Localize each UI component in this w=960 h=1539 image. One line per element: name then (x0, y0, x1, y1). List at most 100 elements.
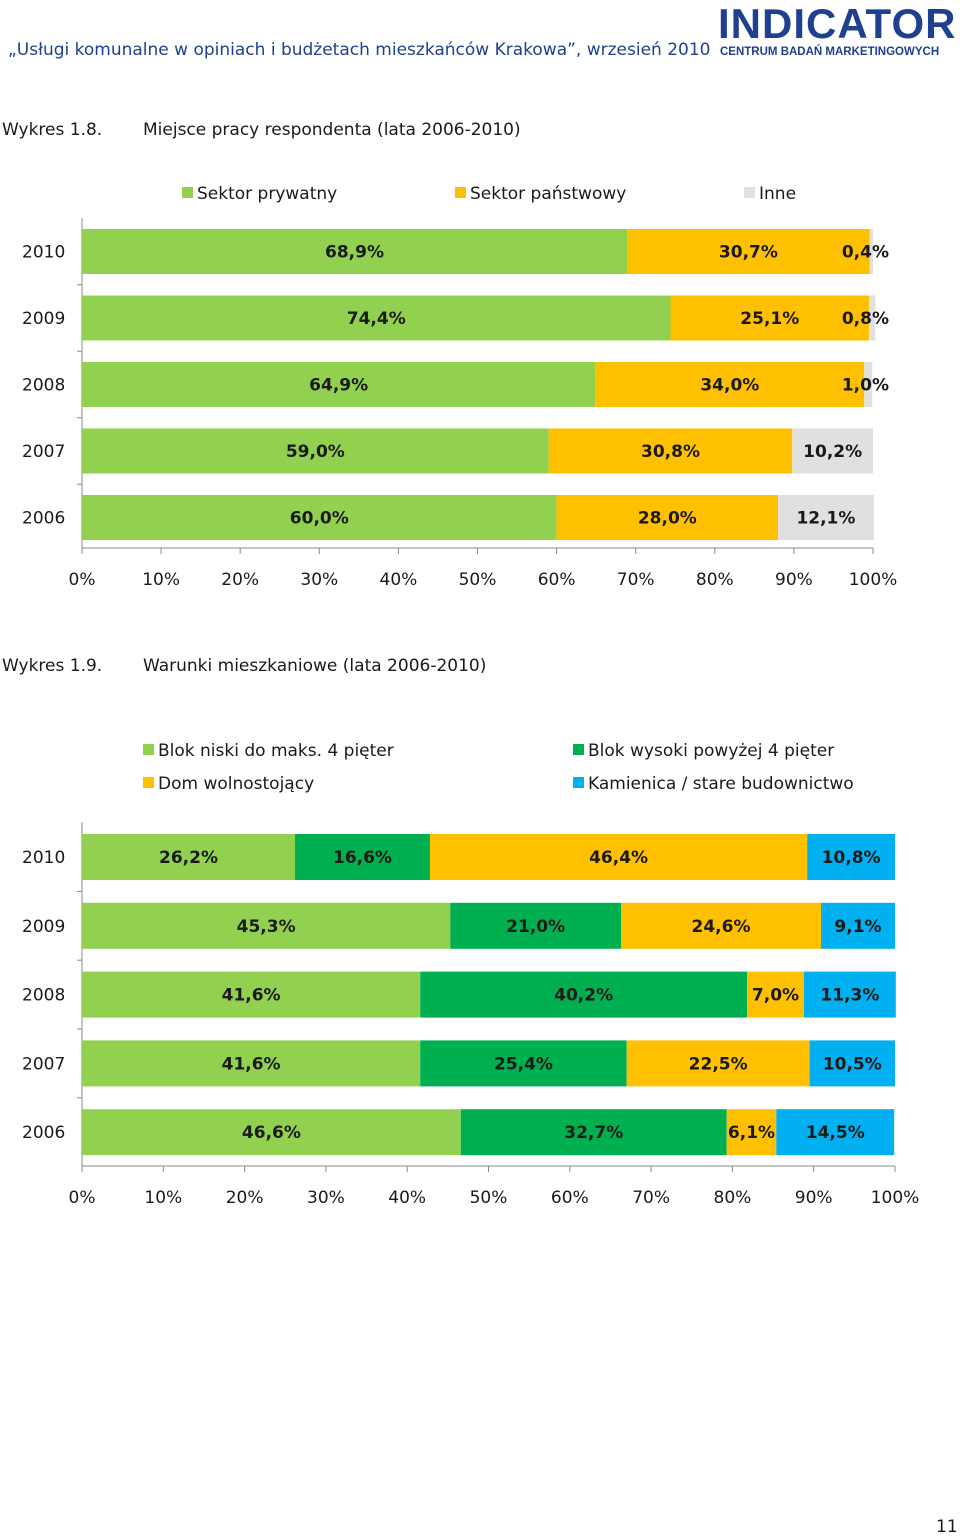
data-label: 41,6% (222, 986, 281, 1006)
bar-segment (82, 295, 671, 341)
data-label: 25,1% (740, 309, 799, 329)
bar-segment (295, 834, 430, 880)
figure-2-title: Warunki mieszkaniowe (lata 2006-2010) (143, 656, 487, 676)
x-tick-label: 100% (849, 570, 898, 590)
bar-segment (869, 295, 876, 341)
x-tick-label: 20% (226, 1188, 264, 1208)
indicator-logo: INDICATOR CENTRUM BADAŃ MARKETINGOWYCH (718, 2, 958, 64)
data-label: 0,4% (842, 243, 889, 263)
legend-label: Blok niski do maks. 4 pięter (158, 741, 394, 761)
page-number: 11 (936, 1517, 958, 1537)
x-tick-label: 20% (221, 570, 259, 590)
x-tick-label: 40% (388, 1188, 426, 1208)
bar-segment (420, 1040, 627, 1087)
bar-segment (82, 229, 627, 274)
data-label: 59,0% (286, 442, 345, 462)
bar-segment (626, 229, 870, 274)
bar-segment (595, 362, 865, 407)
data-label: 10,5% (823, 1054, 882, 1074)
bar-segment (82, 1109, 461, 1156)
x-tick-label: 60% (538, 570, 576, 590)
bar-segment (869, 229, 873, 274)
bar-segment (450, 902, 622, 949)
bar-segment (82, 362, 596, 407)
data-label: 32,7% (564, 1123, 623, 1143)
bar-segment (792, 428, 873, 474)
category-label: 2008 (22, 376, 65, 396)
x-tick-label: 50% (459, 570, 497, 590)
data-label: 21,0% (506, 917, 565, 937)
legend-swatch (455, 187, 466, 198)
data-label: 26,2% (159, 848, 218, 868)
legend-label: Inne (759, 184, 796, 204)
data-label: 0,8% (842, 309, 889, 329)
legend-label: Kamienica / stare budownictwo (588, 774, 854, 794)
data-label: 1,0% (842, 376, 889, 396)
bar-segment (420, 971, 748, 1018)
legend-swatch (143, 744, 154, 755)
legend-swatch (182, 187, 193, 198)
bar-segment (82, 834, 296, 880)
x-tick-label: 30% (307, 1188, 345, 1208)
bar-segment (82, 971, 421, 1018)
header-title: „Usługi komunalne w opiniach i budżetach… (8, 40, 711, 60)
x-tick-label: 40% (380, 570, 418, 590)
bar-segment (747, 971, 804, 1018)
figure-2-number: Wykres 1.9. (2, 656, 103, 676)
category-label: 2006 (22, 509, 65, 529)
bar-segment (82, 428, 549, 474)
data-label: 41,6% (222, 1054, 281, 1074)
x-tick-label: 70% (632, 1188, 670, 1208)
logo-name: INDICATOR (718, 0, 957, 47)
bar-segment (726, 1109, 777, 1156)
category-label: 2008 (22, 986, 65, 1006)
data-label: 10,2% (803, 442, 862, 462)
legend-label: Blok wysoki powyżej 4 pięter (588, 741, 834, 761)
data-label: 9,1% (834, 917, 881, 937)
data-label: 10,8% (822, 848, 881, 868)
data-label: 45,3% (237, 917, 296, 937)
chart-housing: Blok niski do maks. 4 pięter Blok wysoki … (22, 741, 920, 1208)
bar-segment (670, 295, 870, 341)
bar-segment (429, 834, 808, 880)
bar-segment (807, 834, 895, 880)
data-label: 6,1% (728, 1123, 775, 1143)
category-label: 2010 (22, 848, 65, 868)
data-label: 74,4% (347, 309, 406, 329)
bar-segment (82, 902, 451, 949)
bar-segment (621, 902, 822, 949)
x-tick-label: 100% (871, 1188, 920, 1208)
x-tick-label: 80% (696, 570, 734, 590)
category-label: 2007 (22, 442, 65, 462)
category-label: 2009 (22, 309, 65, 329)
legend-label: Sektor państwowy (470, 184, 626, 204)
bar-segment (82, 1040, 421, 1087)
data-label: 64,9% (309, 376, 368, 396)
data-label: 40,2% (554, 986, 613, 1006)
chart-workplace: Sektor prywatny Sektor państwowy Inne 2010 6… (22, 184, 898, 590)
legend-swatch (744, 187, 755, 198)
data-label: 16,6% (333, 848, 392, 868)
bar-segment (82, 495, 557, 540)
legend-swatch (573, 744, 584, 755)
x-tick-label: 90% (795, 1188, 833, 1208)
bar-segment (809, 1040, 895, 1087)
bar-segment (776, 1109, 895, 1156)
figure-1-title: Miejsce pracy respondenta (lata 2006-201… (143, 120, 521, 140)
legend-label: Sektor prywatny (197, 184, 337, 204)
data-label: 46,4% (589, 848, 648, 868)
x-tick-label: 0% (69, 570, 96, 590)
data-label: 11,3% (820, 986, 879, 1006)
data-label: 12,1% (796, 509, 855, 529)
x-tick-label: 10% (144, 1188, 182, 1208)
bar-segment (803, 971, 896, 1018)
data-label: 28,0% (638, 509, 697, 529)
data-label: 14,5% (806, 1123, 865, 1143)
x-tick-label: 80% (714, 1188, 752, 1208)
bar-segment (626, 1040, 810, 1087)
legend-swatch (143, 777, 154, 788)
data-label: 25,4% (494, 1054, 553, 1074)
bar-segment (460, 1109, 727, 1156)
bar-segment (821, 902, 895, 949)
legend-label: Dom wolnostojący (158, 774, 314, 794)
